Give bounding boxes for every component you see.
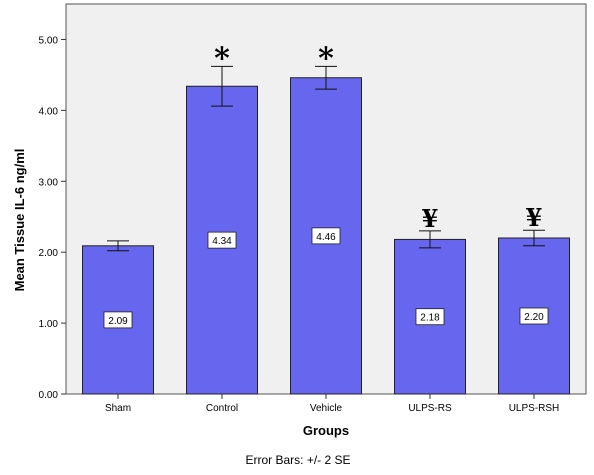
data-label: 4.34 xyxy=(212,236,232,247)
data-label: 2.18 xyxy=(420,313,440,324)
y-tick-label: 2.00 xyxy=(39,248,59,259)
x-axis-label: Groups xyxy=(303,423,349,438)
error-bars-group xyxy=(107,65,545,252)
y-tick-label: 3.00 xyxy=(39,177,59,188)
y-axis: 0.00 1.00 2.00 3.00 4.00 5.00 xyxy=(39,35,66,401)
significance-marker: * xyxy=(214,41,230,76)
data-label-box xyxy=(519,307,549,325)
significance-marker: ¥ xyxy=(422,204,439,233)
data-label-box xyxy=(207,231,237,249)
bars-group: 2.09 4.34 4.46 2.18 2.20 xyxy=(82,77,570,395)
data-label: 2.20 xyxy=(524,312,544,323)
data-label: 4.46 xyxy=(316,232,336,243)
y-tick-label: 0.00 xyxy=(39,390,59,401)
x-axis: Sham Control Vehicle ULPS-RS ULPS-RSH xyxy=(105,394,559,414)
error-bars-note: Error Bars: +/- 2 SE xyxy=(245,453,350,467)
y-tick-label: 5.00 xyxy=(39,35,59,46)
y-tick-label: 1.00 xyxy=(39,319,59,330)
data-label-box xyxy=(415,308,445,326)
data-label-box xyxy=(103,311,133,329)
data-label: 2.09 xyxy=(108,316,128,327)
y-axis-label: Mean Tissue IL-6 ng/ml xyxy=(12,149,27,292)
significance-marker: ¥ xyxy=(526,203,543,232)
y-tick-label: 4.00 xyxy=(39,106,59,117)
x-tick-label: ULPS-RSH xyxy=(509,403,560,414)
x-tick-label: Vehicle xyxy=(310,403,343,414)
x-tick-label: ULPS-RS xyxy=(408,403,452,414)
data-label-box xyxy=(311,227,341,245)
x-tick-label: Control xyxy=(206,403,238,414)
significance-marker: * xyxy=(318,41,334,76)
significance-markers-group: * * ¥ ¥ xyxy=(214,41,542,233)
x-tick-label: Sham xyxy=(105,403,131,414)
